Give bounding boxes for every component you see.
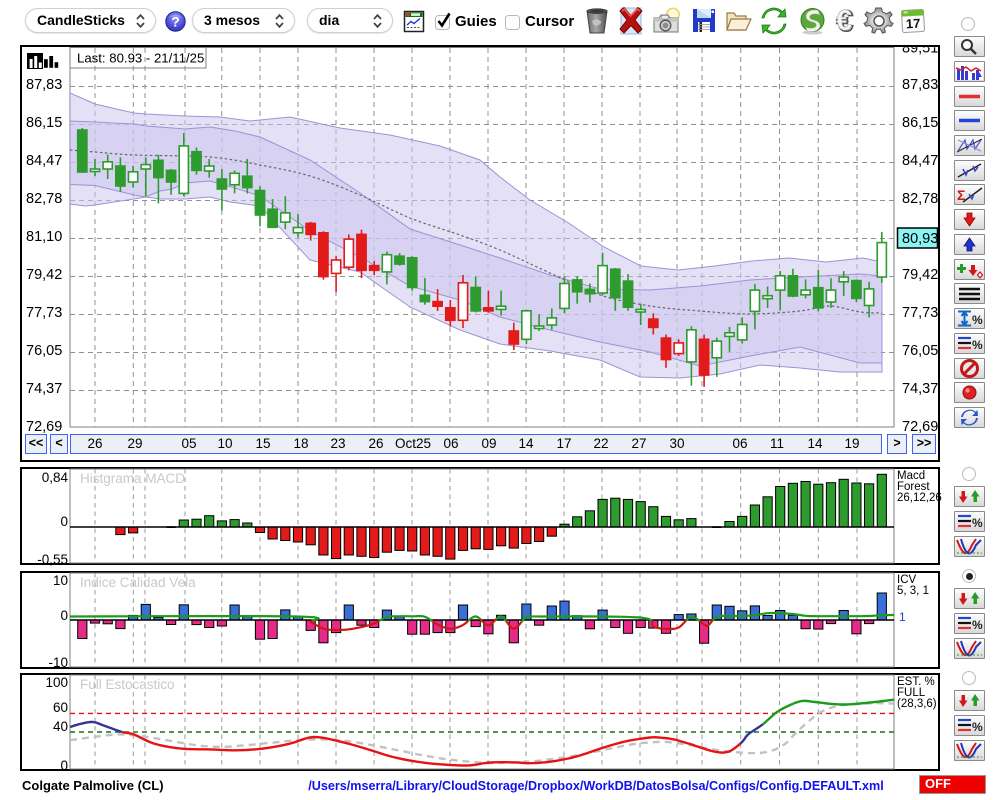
svg-text:77,73: 77,73 — [902, 305, 938, 321]
svg-text:60: 60 — [53, 700, 68, 715]
svg-text:84,47: 84,47 — [902, 153, 938, 169]
svg-text:ICV: ICV — [897, 574, 917, 586]
svg-text:76,05: 76,05 — [26, 343, 62, 359]
svg-text:0: 0 — [60, 758, 68, 773]
svg-text:80,93: 80,93 — [902, 231, 938, 247]
svg-text:-10: -10 — [48, 655, 68, 670]
svg-text:Last: 80.93 - 21/11/25: Last: 80.93 - 21/11/25 — [77, 51, 204, 66]
svg-text:74,37: 74,37 — [902, 381, 938, 397]
svg-text:Full Estocastico: Full Estocastico — [80, 677, 175, 692]
svg-text:Histgrama MACD: Histgrama MACD — [80, 471, 185, 486]
svg-text:72,69: 72,69 — [902, 419, 938, 435]
svg-text:76,05: 76,05 — [902, 343, 938, 359]
svg-text:100: 100 — [45, 675, 68, 690]
svg-text:€: € — [836, 5, 852, 37]
svg-text:26,12,26: 26,12,26 — [897, 492, 942, 504]
svg-text:Indice Calidad Vela: Indice Calidad Vela — [80, 575, 196, 590]
svg-text:84,47: 84,47 — [26, 153, 62, 169]
svg-text:74,37: 74,37 — [26, 381, 62, 397]
svg-text:Macd: Macd — [897, 470, 925, 482]
svg-text:Forest: Forest — [897, 481, 930, 493]
svg-text:€: € — [837, 5, 854, 38]
svg-text:(28,3,6): (28,3,6) — [897, 698, 937, 710]
svg-text:0: 0 — [60, 608, 68, 623]
svg-text:Σ: Σ — [957, 187, 965, 203]
svg-text:40: 40 — [53, 719, 68, 734]
svg-text:5, 3, 1: 5, 3, 1 — [897, 585, 929, 597]
svg-text:1: 1 — [899, 610, 906, 624]
svg-text:81,10: 81,10 — [26, 229, 62, 245]
svg-text:0: 0 — [60, 514, 68, 529]
svg-text:79,42: 79,42 — [26, 267, 62, 283]
svg-text:EST. %: EST. % — [897, 676, 935, 688]
svg-text:0,84: 0,84 — [42, 470, 69, 485]
svg-text:FULL: FULL — [897, 687, 926, 699]
svg-text:77,73: 77,73 — [26, 305, 62, 321]
svg-text:17: 17 — [906, 16, 921, 32]
svg-text:86,15: 86,15 — [902, 115, 938, 131]
svg-text:79,42: 79,42 — [902, 267, 938, 283]
svg-text:?: ? — [171, 14, 180, 30]
svg-text:86,15: 86,15 — [26, 115, 62, 131]
svg-text:89,51: 89,51 — [902, 41, 938, 57]
svg-text:%: % — [972, 618, 983, 632]
svg-text:87,83: 87,83 — [26, 77, 62, 93]
svg-text:10: 10 — [53, 573, 68, 588]
svg-text:82,78: 82,78 — [26, 191, 62, 207]
svg-text:82,78: 82,78 — [902, 191, 938, 207]
svg-text:72,69: 72,69 — [26, 419, 62, 435]
svg-text:%: % — [972, 313, 983, 327]
svg-text:%: % — [972, 338, 983, 352]
svg-text:87,83: 87,83 — [902, 77, 938, 93]
svg-text:%: % — [972, 720, 983, 734]
svg-text:%: % — [972, 516, 983, 530]
svg-text:-0,55: -0,55 — [37, 552, 68, 567]
